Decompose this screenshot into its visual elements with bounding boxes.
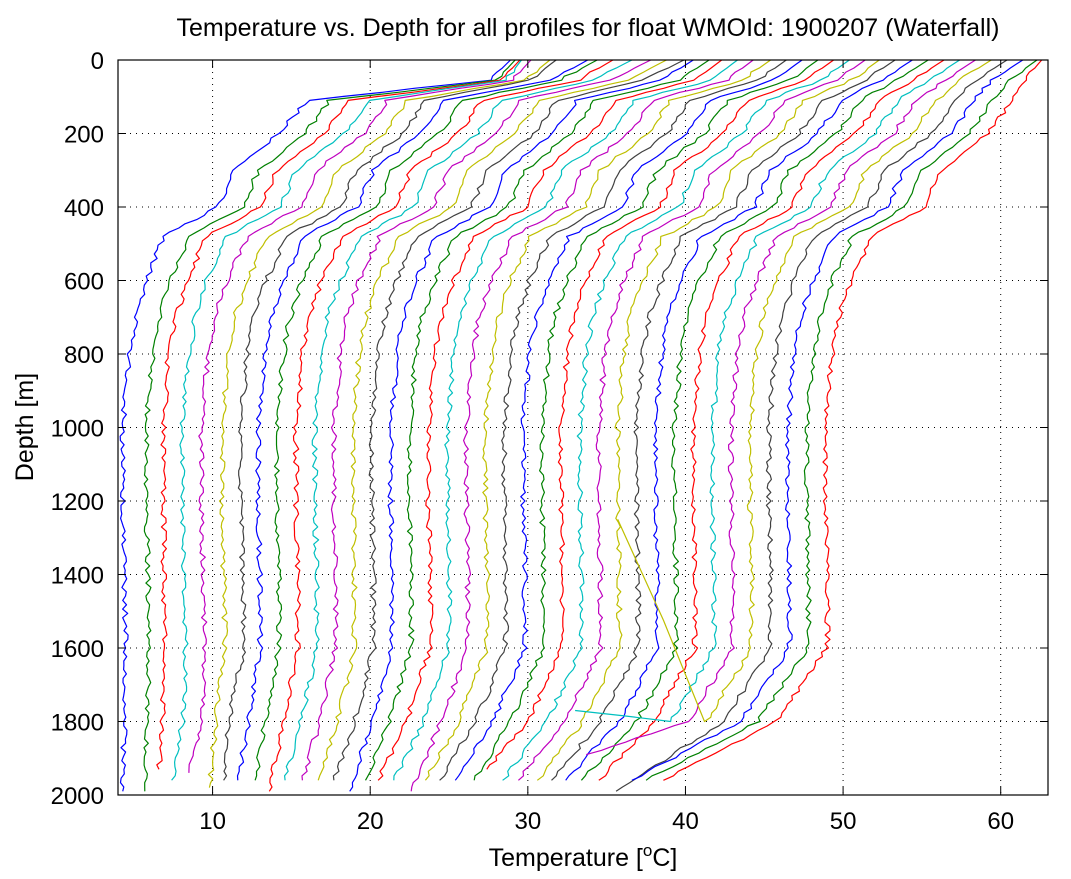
- profile-line: [207, 59, 551, 788]
- y-axis-label: Depth [m]: [11, 373, 39, 481]
- profile-line: [236, 59, 588, 781]
- profile-line: [580, 59, 929, 781]
- y-tick-label: 1200: [51, 489, 104, 516]
- profile-line: [502, 59, 850, 781]
- profile-line: [565, 59, 913, 781]
- profile-line: [575, 59, 961, 723]
- profile-line: [486, 59, 834, 770]
- profile-line: [598, 59, 945, 781]
- x-tick-label: 60: [987, 808, 1014, 835]
- profile-line: [301, 59, 652, 781]
- profile-line: [615, 59, 1008, 792]
- y-tick-label: 1400: [51, 563, 104, 590]
- profile-lines: [119, 59, 1043, 792]
- x-axis-label-superscript: o: [643, 841, 652, 860]
- x-tick-label: 50: [830, 808, 857, 835]
- profile-line: [551, 59, 896, 781]
- profile-line: [518, 59, 866, 781]
- x-tick-labels: 10 20 30 40 50 60: [199, 808, 1014, 835]
- profile-line: [439, 59, 787, 781]
- profile-line: [663, 59, 1043, 781]
- y-tick-label: 1000: [51, 416, 104, 443]
- y-tick-label: 1600: [51, 636, 104, 663]
- y-tick-label: 0: [91, 48, 104, 75]
- y-tick-label: 600: [64, 269, 104, 296]
- x-axis-label-main: Temperature [: [489, 844, 643, 872]
- profile-line: [317, 59, 667, 781]
- profile-line: [349, 59, 694, 792]
- profile-line: [424, 59, 771, 781]
- profile-line: [377, 59, 723, 781]
- profile-line: [332, 59, 685, 781]
- profile-line: [454, 59, 803, 781]
- profile-line: [586, 59, 976, 756]
- x-axis-label-tail: C]: [652, 844, 677, 872]
- profile-line: [143, 59, 516, 792]
- profile-line: [188, 59, 532, 773]
- profile-line: [617, 59, 992, 723]
- profile-line: [284, 59, 633, 781]
- profile-line: [393, 59, 738, 781]
- y-tick-label: 1800: [51, 710, 104, 737]
- profile-line: [536, 59, 880, 781]
- profile-line: [364, 59, 710, 781]
- y-tick-label: 800: [64, 342, 104, 369]
- chart-title: Temperature vs. Depth for all profiles f…: [176, 14, 999, 42]
- y-tick-label: 2000: [51, 783, 104, 810]
- profile-line: [645, 59, 1038, 781]
- y-tick-labels: 0 200 400 600 800 1000 1200 1400 1600 1800 2000: [51, 48, 104, 810]
- profile-line: [631, 59, 1024, 781]
- profile-line: [410, 59, 754, 792]
- x-tick-label: 40: [672, 808, 699, 835]
- x-tick-label: 20: [357, 808, 384, 835]
- profile-line: [268, 59, 614, 792]
- profile-line: [254, 59, 598, 781]
- axis-ticks: [118, 59, 1048, 796]
- gridlines: [118, 60, 1048, 795]
- profile-line: [223, 59, 557, 781]
- profile-line: [171, 59, 522, 781]
- profile-line: [156, 59, 521, 770]
- x-tick-label: 30: [514, 808, 541, 835]
- y-tick-label: 200: [64, 122, 104, 149]
- y-tick-label: 400: [64, 195, 104, 222]
- profile-line: [473, 59, 819, 781]
- x-tick-label: 10: [199, 808, 226, 835]
- x-axis-label: Temperature [oC]: [489, 841, 678, 872]
